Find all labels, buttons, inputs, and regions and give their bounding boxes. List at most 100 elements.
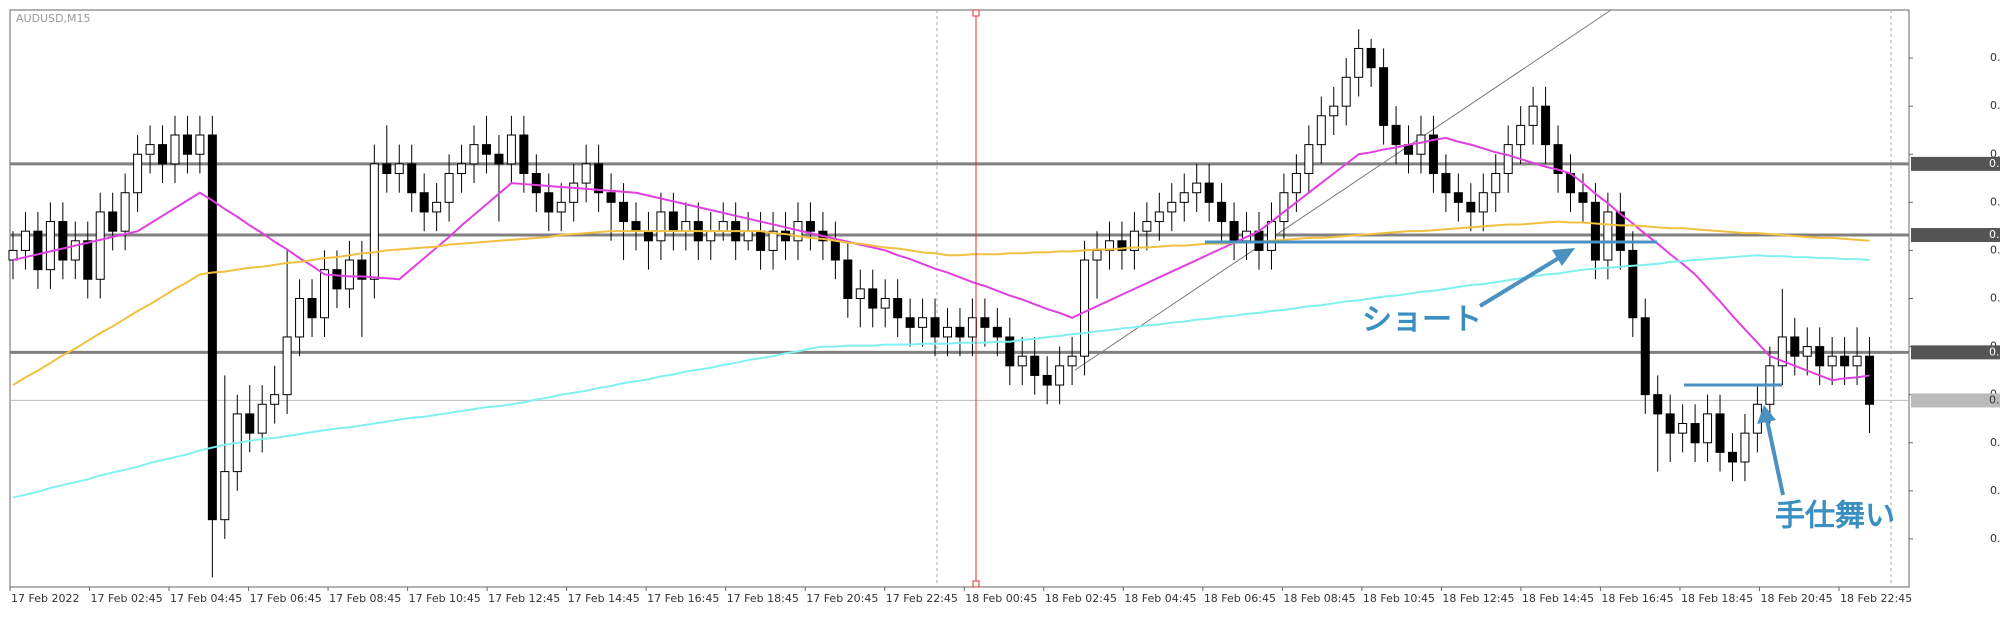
candle-body xyxy=(33,230,43,271)
x-tick-label: 18 Feb 14:45 xyxy=(1522,592,1594,605)
candle-body xyxy=(469,144,479,165)
x-tick-label: 18 Feb 20:45 xyxy=(1760,592,1832,605)
candle-body xyxy=(1852,355,1862,367)
candle-body xyxy=(245,413,255,434)
candle-body xyxy=(843,259,853,299)
candle-body xyxy=(1703,413,1713,444)
y-tick-label: 0.72 xyxy=(1990,195,2000,208)
candle-body xyxy=(868,288,878,309)
y-tick-label: 0.7205 xyxy=(1990,147,2000,160)
candle-body xyxy=(1478,192,1488,213)
candle-body xyxy=(955,326,965,338)
y-tick-label: 0.7165 xyxy=(1990,532,2000,545)
candle-body xyxy=(544,192,554,213)
x-tick-label: 18 Feb 22:45 xyxy=(1840,592,1912,605)
candle-body xyxy=(1802,346,1812,357)
x-tick-label: 17 Feb 08:45 xyxy=(329,592,401,605)
candle-body xyxy=(457,163,467,174)
candle-body xyxy=(158,144,168,165)
candle-body xyxy=(1441,172,1451,194)
candle-body xyxy=(992,326,1002,338)
candle-body xyxy=(120,192,130,232)
y-tick-label: 0.7215 xyxy=(1990,51,2000,64)
level-label-box xyxy=(1911,156,2000,171)
level-label: 0.7204 xyxy=(1989,157,2000,170)
candle-body xyxy=(1080,259,1090,357)
candle-body xyxy=(432,201,442,213)
candle-body xyxy=(1777,336,1787,367)
candle-body xyxy=(320,269,329,319)
candle-body xyxy=(1578,192,1588,203)
x-tick-label: 18 Feb 16:45 xyxy=(1601,592,1673,605)
y-tick-label: 0.717 xyxy=(1990,484,2000,497)
candle-body xyxy=(95,211,105,280)
candle-body xyxy=(980,317,990,328)
candle-body xyxy=(45,221,55,271)
candle-body xyxy=(195,134,205,155)
x-tick-label: 17 Feb 10:45 xyxy=(409,592,481,605)
candle-body xyxy=(1117,240,1127,251)
candle-body xyxy=(1005,336,1015,367)
candle-body xyxy=(20,230,30,251)
annotation: 手仕舞い xyxy=(1775,499,1895,534)
candle-body xyxy=(1466,201,1476,213)
candle-body xyxy=(1379,67,1389,126)
candle-body xyxy=(357,259,367,280)
candle-body xyxy=(519,134,529,174)
candle-body xyxy=(556,201,566,213)
candle-body xyxy=(1416,134,1426,155)
candle-body xyxy=(1715,413,1725,453)
arrow-head xyxy=(1552,248,1575,266)
candle-body xyxy=(1603,211,1613,261)
candle-body xyxy=(830,240,840,261)
candle-body xyxy=(1154,211,1164,223)
candle-body xyxy=(1017,355,1027,367)
candle-body xyxy=(1865,355,1875,405)
y-tick-label: 0.7195 xyxy=(1990,243,2000,256)
moving-average xyxy=(12,136,1870,382)
candle-body xyxy=(905,317,915,328)
candle-body xyxy=(668,211,678,232)
candle-body xyxy=(145,144,155,155)
candle-body xyxy=(743,230,753,242)
candle-body xyxy=(1092,249,1102,261)
candle-body xyxy=(1678,423,1688,434)
x-tick-label: 17 Feb 04:45 xyxy=(170,592,242,605)
candle-body xyxy=(182,134,192,155)
candle-body xyxy=(1179,192,1189,203)
candle-body xyxy=(1279,192,1289,223)
candle-body xyxy=(1366,47,1376,69)
candle-body xyxy=(781,230,791,242)
candle-body xyxy=(1329,105,1339,117)
candle-body xyxy=(70,240,80,261)
x-tick-label: 18 Feb 18:45 xyxy=(1681,592,1753,605)
candle-body xyxy=(1491,172,1501,194)
candle-body xyxy=(967,317,977,338)
candle-body xyxy=(1528,105,1538,126)
candle-body xyxy=(1204,182,1214,203)
candle-body xyxy=(270,394,280,405)
candle-body xyxy=(1192,182,1202,194)
chart-title: AUDUSD,M15 xyxy=(16,12,91,25)
candle-body xyxy=(1615,211,1625,251)
candle-body xyxy=(170,134,180,165)
y-tick-label: 0.719 xyxy=(1990,292,2000,305)
candle-body xyxy=(494,153,504,165)
candle-body xyxy=(1827,355,1837,367)
x-tick-label: 17 Feb 14:45 xyxy=(568,592,640,605)
candle-body xyxy=(631,221,641,232)
candle-body xyxy=(1503,144,1513,174)
arrow xyxy=(1765,419,1785,496)
x-tick-label: 18 Feb 10:45 xyxy=(1363,592,1435,605)
candle-body xyxy=(1391,124,1401,146)
candle-body xyxy=(643,230,653,242)
candle-body xyxy=(1815,346,1825,367)
candle-body xyxy=(706,230,716,242)
candle-body xyxy=(1428,134,1438,174)
vertical-line-handle xyxy=(972,9,980,17)
candle-body xyxy=(1453,192,1463,203)
candle-body xyxy=(1304,144,1314,174)
level-label: 0.71966 xyxy=(1989,228,2000,241)
